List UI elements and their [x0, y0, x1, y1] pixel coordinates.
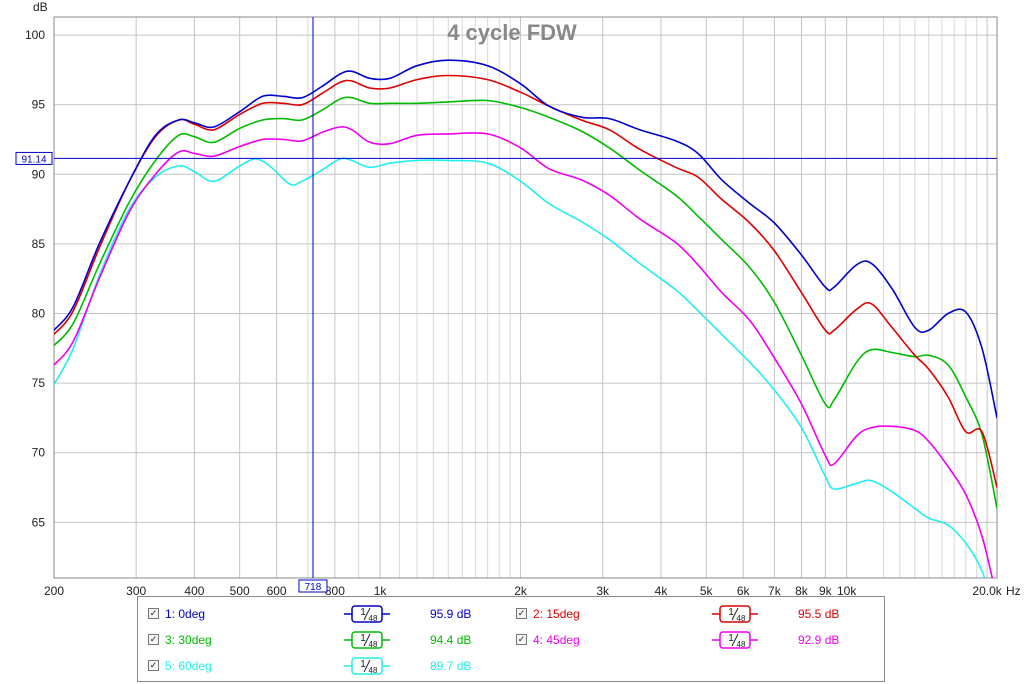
frequency-response-chart: 200 300 400 500 600 800 1k 2k 3k 4k 5k 6k 7k 8k 9k 10k 2… — [15, 0, 1021, 598]
y-tick-label: 80 — [32, 307, 46, 321]
svg-text:1: 1 — [360, 633, 366, 644]
series-curve-1 — [54, 59, 997, 419]
series-curves — [54, 59, 997, 578]
y-tick-label: 95 — [32, 98, 46, 112]
x-tick-label: 1k — [374, 584, 388, 598]
x-tick-label: 200 — [44, 584, 64, 598]
legend-level-value: 95.9 dB — [430, 607, 472, 621]
axes: 200 300 400 500 600 800 1k 2k 3k 4k 5k 6k 7k 8k 9k 10k 2… — [25, 16, 1003, 598]
legend-checkbox[interactable]: ✓ — [148, 660, 159, 671]
svg-text:48: 48 — [737, 640, 746, 649]
x-axis-label: Hz — [1006, 584, 1021, 598]
chart-title: 4 cycle FDW — [447, 20, 577, 45]
x-tick-label: 500 — [230, 584, 250, 598]
x-tick-label: 7k — [768, 584, 782, 598]
plot-frame — [53, 16, 998, 579]
legend-entry-5: ✓ 5: 60deg 1 48 89.7 dB — [148, 655, 508, 677]
legend-checkbox[interactable]: ✓ — [516, 608, 527, 619]
x-tick-label: 800 — [325, 584, 345, 598]
legend-series-name: 1: 0deg — [165, 607, 206, 621]
svg-text:1: 1 — [360, 659, 366, 670]
x-tick-label: 9k — [819, 584, 833, 598]
cursor-y-readout-box — [15, 151, 53, 165]
svg-text:48: 48 — [369, 666, 378, 675]
svg-text:1: 1 — [728, 633, 734, 644]
smoothing-indicator[interactable]: 1 48 — [712, 605, 758, 623]
legend-level-value: 94.4 dB — [430, 633, 472, 647]
legend-entry-2: ✓ 2: 15deg 1 48 95.5 dB — [516, 603, 876, 625]
legend-panel: ✓ 1: 0deg 1 48 95.9 dB ✓ 2: 15deg 1 48 95.5 dB ✓ 3:… — [137, 596, 885, 682]
legend-level-value: 95.5 dB — [798, 607, 840, 621]
legend-checkbox[interactable]: ✓ — [148, 634, 159, 645]
svg-text:48: 48 — [737, 614, 746, 623]
y-tick-label: 65 — [32, 515, 46, 529]
x-tick-label: 6k — [737, 584, 751, 598]
x-tick-label: 600 — [267, 584, 287, 598]
legend-series-name: 3: 30deg — [165, 633, 212, 647]
legend-level-value: 92.9 dB — [798, 633, 840, 647]
smoothing-indicator[interactable]: 1 48 — [344, 631, 390, 649]
series-curve-4 — [54, 126, 994, 578]
x-tick-label: 20.0k — [972, 584, 1002, 598]
series-curve-5 — [54, 157, 986, 578]
legend-entry-4: ✓ 4: 45deg 1 48 92.9 dB — [516, 629, 876, 651]
legend-level-value: 89.7 dB — [430, 659, 472, 673]
svg-text:48: 48 — [369, 640, 378, 649]
series-curve-2 — [54, 74, 997, 488]
svg-text:48: 48 — [369, 614, 378, 623]
legend-entry-1: ✓ 1: 0deg 1 48 95.9 dB — [148, 603, 508, 625]
legend-series-name: 2: 15deg — [533, 607, 580, 621]
x-tick-label: 10k — [837, 584, 857, 598]
legend-checkbox[interactable]: ✓ — [148, 608, 159, 619]
grid — [54, 17, 997, 578]
legend-series-name: 4: 45deg — [533, 633, 580, 647]
y-axis-label: dB — [33, 0, 48, 14]
x-tick-label: 300 — [126, 584, 146, 598]
series-curve-3 — [54, 96, 997, 509]
legend-checkbox[interactable]: ✓ — [516, 634, 527, 645]
svg-text:1: 1 — [360, 607, 366, 618]
cursor[interactable]: 91.14 718 — [15, 17, 997, 593]
x-tick-label: 4k — [655, 584, 669, 598]
plot-background — [54, 17, 997, 578]
y-tick-label: 100 — [25, 28, 45, 42]
y-tick-label: 90 — [32, 167, 46, 181]
cursor-x-readout-box — [298, 579, 328, 593]
x-tick-label: 5k — [700, 584, 714, 598]
x-tick-label: 8k — [795, 584, 809, 598]
cursor-x-readout: 718 — [305, 582, 322, 593]
x-tick-label: 2k — [514, 584, 528, 598]
smoothing-indicator[interactable]: 1 48 — [712, 631, 758, 649]
cursor-y-readout: 91.14 — [21, 154, 46, 165]
svg-text:1: 1 — [728, 607, 734, 618]
legend-series-name: 5: 60deg — [165, 659, 212, 673]
y-tick-label: 75 — [32, 376, 46, 390]
x-tick-label: 400 — [184, 584, 204, 598]
x-tick-label: 3k — [596, 584, 610, 598]
legend-entry-3: ✓ 3: 30deg 1 48 94.4 dB — [148, 629, 508, 651]
y-tick-label: 85 — [32, 237, 46, 251]
smoothing-indicator[interactable]: 1 48 — [344, 605, 390, 623]
smoothing-indicator[interactable]: 1 48 — [344, 657, 390, 675]
y-tick-label: 70 — [32, 446, 46, 460]
